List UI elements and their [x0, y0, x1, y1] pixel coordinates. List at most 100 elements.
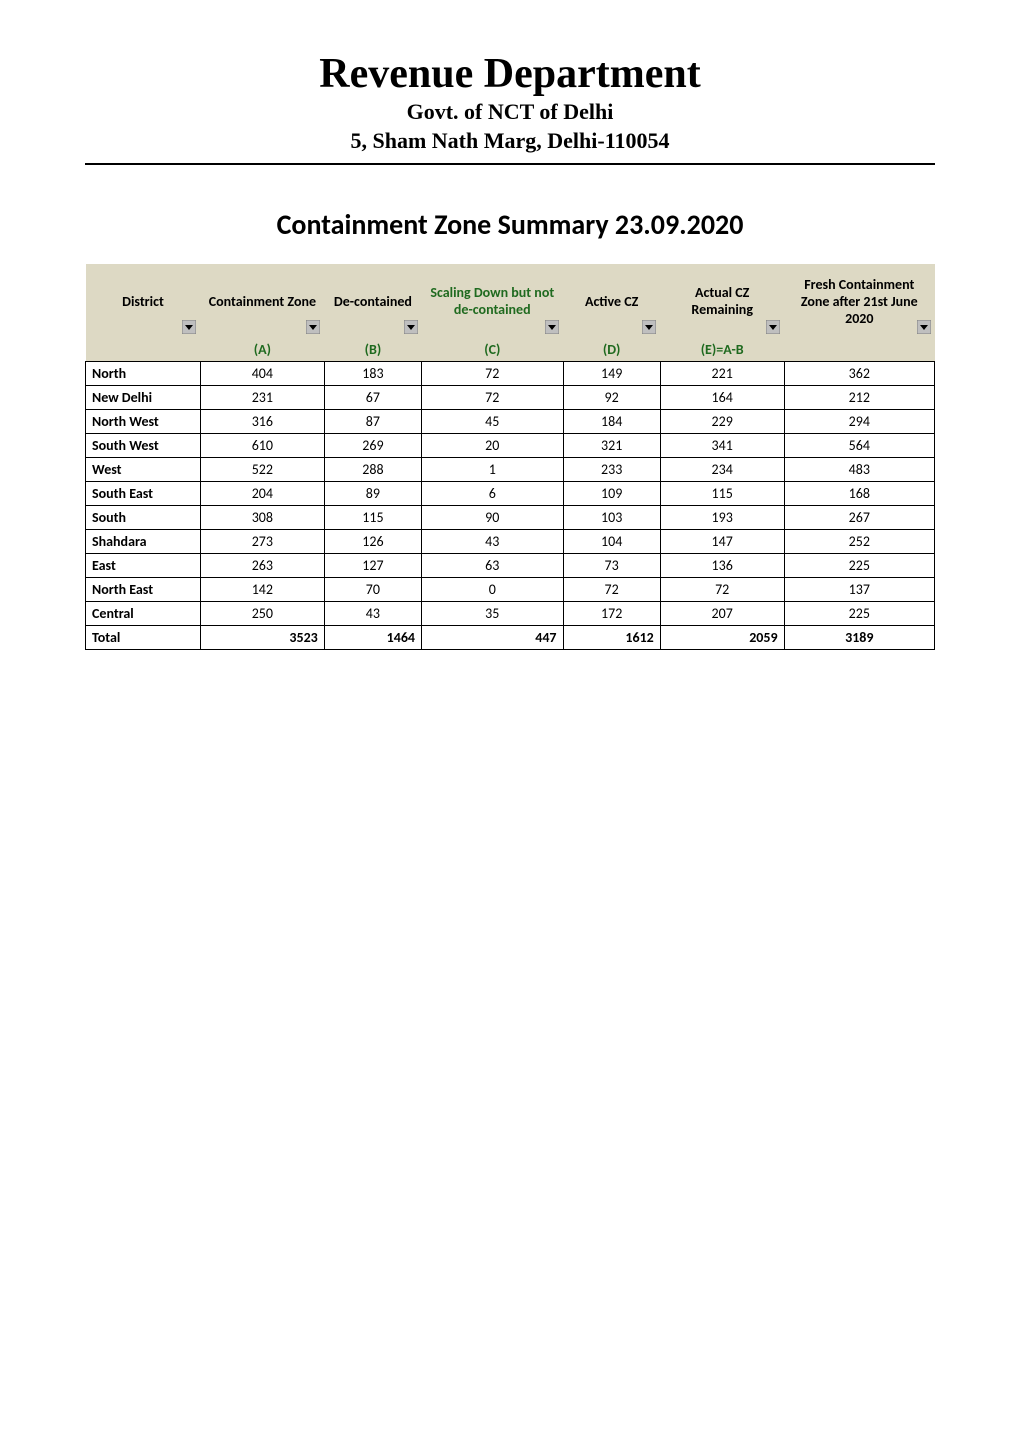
table-total-cell: 447 — [422, 626, 563, 650]
table-total-cell: 1464 — [324, 626, 421, 650]
table-cell: South East — [86, 482, 201, 506]
table-total-cell: 3523 — [200, 626, 324, 650]
filter-dropdown-icon[interactable] — [642, 320, 656, 334]
table-cell: 252 — [784, 530, 934, 554]
table-cell: 89 — [324, 482, 421, 506]
table-cell: 1 — [422, 458, 563, 482]
table-cell: South — [86, 506, 201, 530]
table-cell: 250 — [200, 602, 324, 626]
table-cell: 45 — [422, 410, 563, 434]
table-cell: 115 — [324, 506, 421, 530]
table-cell: 522 — [200, 458, 324, 482]
column-header: Actual CZ Remaining — [660, 264, 784, 338]
column-header-label: Fresh Containment Zone after 21st June 2… — [801, 276, 918, 327]
table-cell: 73 — [563, 554, 660, 578]
table-cell: Shahdara — [86, 530, 201, 554]
table-cell: 35 — [422, 602, 563, 626]
table-cell: 564 — [784, 434, 934, 458]
header-divider — [85, 163, 935, 165]
table-cell: 193 — [660, 506, 784, 530]
table-cell: 229 — [660, 410, 784, 434]
table-cell: 43 — [422, 530, 563, 554]
table-total-cell: 2059 — [660, 626, 784, 650]
table-cell: 233 — [563, 458, 660, 482]
column-letter-cell — [784, 338, 934, 362]
column-header: Scaling Down but not de-contained — [422, 264, 563, 338]
table-cell: 225 — [784, 554, 934, 578]
table-cell: 263 — [200, 554, 324, 578]
table-column-letter-row: (A)(B)(C)(D)(E)=A-B — [86, 338, 935, 362]
table-cell: 172 — [563, 602, 660, 626]
column-header: Active CZ — [563, 264, 660, 338]
table-cell: 20 — [422, 434, 563, 458]
table-total-row: Total35231464447161220593189 — [86, 626, 935, 650]
table-cell: 168 — [784, 482, 934, 506]
table-cell: 147 — [660, 530, 784, 554]
table-row: North40418372149221362 — [86, 362, 935, 386]
table-cell: 137 — [784, 578, 934, 602]
filter-dropdown-icon[interactable] — [917, 320, 931, 334]
table-cell: 103 — [563, 506, 660, 530]
table-cell: 308 — [200, 506, 324, 530]
table-cell: 67 — [324, 386, 421, 410]
column-header-label: De-contained — [334, 293, 412, 310]
table-cell: 316 — [200, 410, 324, 434]
department-title: Revenue Department — [85, 50, 935, 98]
table-cell: 231 — [200, 386, 324, 410]
filter-dropdown-icon[interactable] — [545, 320, 559, 334]
table-cell: East — [86, 554, 201, 578]
table-cell: North West — [86, 410, 201, 434]
table-cell: 142 — [200, 578, 324, 602]
subtitle-line-2: 5, Sham Nath Marg, Delhi-110054 — [85, 127, 935, 156]
table-row: North West3168745184229294 — [86, 410, 935, 434]
column-letter-cell: (E)=A-B — [660, 338, 784, 362]
table-cell: 63 — [422, 554, 563, 578]
table-cell: 70 — [324, 578, 421, 602]
table-cell: 149 — [563, 362, 660, 386]
table-row: East2631276373136225 — [86, 554, 935, 578]
table-cell: North East — [86, 578, 201, 602]
column-letter-cell: (C) — [422, 338, 563, 362]
table-row: Central2504335172207225 — [86, 602, 935, 626]
table-cell: 234 — [660, 458, 784, 482]
table-cell: 269 — [324, 434, 421, 458]
subtitle-line-1: Govt. of NCT of Delhi — [85, 98, 935, 127]
table-cell: 115 — [660, 482, 784, 506]
table-cell: 6 — [422, 482, 563, 506]
table-cell: 273 — [200, 530, 324, 554]
table-row: South30811590103193267 — [86, 506, 935, 530]
filter-dropdown-icon[interactable] — [306, 320, 320, 334]
column-header-label: Scaling Down but not de-contained — [430, 284, 554, 318]
table-cell: 207 — [660, 602, 784, 626]
column-header: District — [86, 264, 201, 338]
filter-dropdown-icon[interactable] — [404, 320, 418, 334]
table-header-row: DistrictContainment ZoneDe-containedScal… — [86, 264, 935, 338]
table-cell: 204 — [200, 482, 324, 506]
table-cell: 212 — [784, 386, 934, 410]
column-header-label: District — [122, 293, 164, 310]
containment-zone-table: DistrictContainment ZoneDe-containedScal… — [85, 264, 935, 650]
table-cell: 404 — [200, 362, 324, 386]
table-cell: 164 — [660, 386, 784, 410]
table-total-cell: Total — [86, 626, 201, 650]
column-header: De-contained — [324, 264, 421, 338]
table-cell: South West — [86, 434, 201, 458]
column-header: Fresh Containment Zone after 21st June 2… — [784, 264, 934, 338]
table-cell: 43 — [324, 602, 421, 626]
table-row: South East204896109115168 — [86, 482, 935, 506]
table-cell: 321 — [563, 434, 660, 458]
table-row: West5222881233234483 — [86, 458, 935, 482]
table-cell: 90 — [422, 506, 563, 530]
filter-dropdown-icon[interactable] — [182, 320, 196, 334]
table-total-cell: 1612 — [563, 626, 660, 650]
table-cell: 109 — [563, 482, 660, 506]
table-cell: 92 — [563, 386, 660, 410]
table-cell: Central — [86, 602, 201, 626]
table-cell: 267 — [784, 506, 934, 530]
filter-dropdown-icon[interactable] — [766, 320, 780, 334]
table-row: South West61026920321341564 — [86, 434, 935, 458]
column-letter-cell — [86, 338, 201, 362]
table-cell: 221 — [660, 362, 784, 386]
column-letter-cell: (B) — [324, 338, 421, 362]
table-cell: 72 — [422, 386, 563, 410]
